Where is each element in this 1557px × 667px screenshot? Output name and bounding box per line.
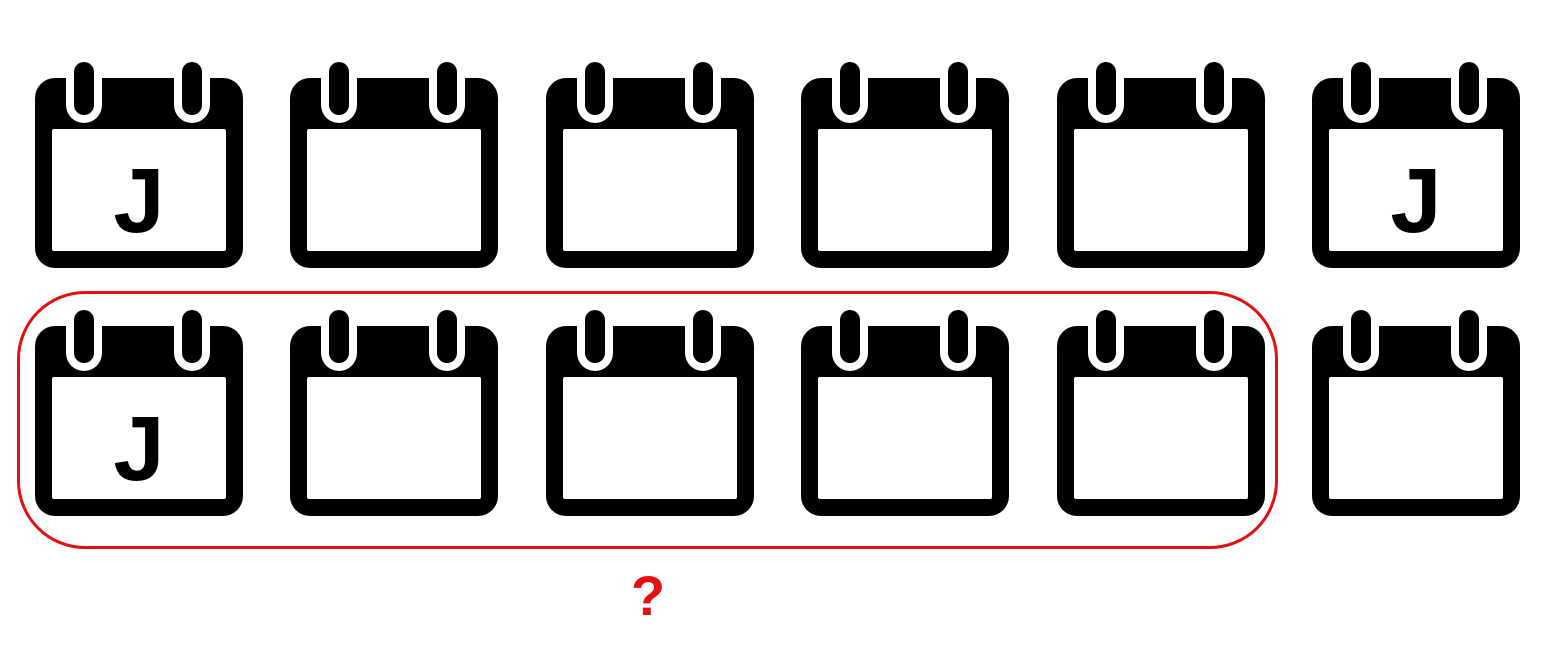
calendar-letter bbox=[546, 153, 754, 249]
calendar-icon: J bbox=[35, 59, 243, 269]
calendar-letter bbox=[1057, 153, 1265, 249]
calendar-letter bbox=[290, 153, 498, 249]
question-mark: ? bbox=[600, 560, 696, 630]
selection-highlight bbox=[17, 291, 1278, 549]
calendar-letter bbox=[801, 153, 1009, 249]
calendar-icon bbox=[290, 59, 498, 269]
calendar-letter: J bbox=[1312, 153, 1520, 249]
calendar-icon: J bbox=[1312, 59, 1520, 269]
calendar-icon bbox=[546, 59, 754, 269]
calendar-letter: J bbox=[35, 153, 243, 249]
calendar-icon bbox=[1312, 307, 1520, 517]
calendar-letter bbox=[1312, 401, 1520, 497]
calendar-icon bbox=[801, 59, 1009, 269]
calendar-icon bbox=[1057, 59, 1265, 269]
